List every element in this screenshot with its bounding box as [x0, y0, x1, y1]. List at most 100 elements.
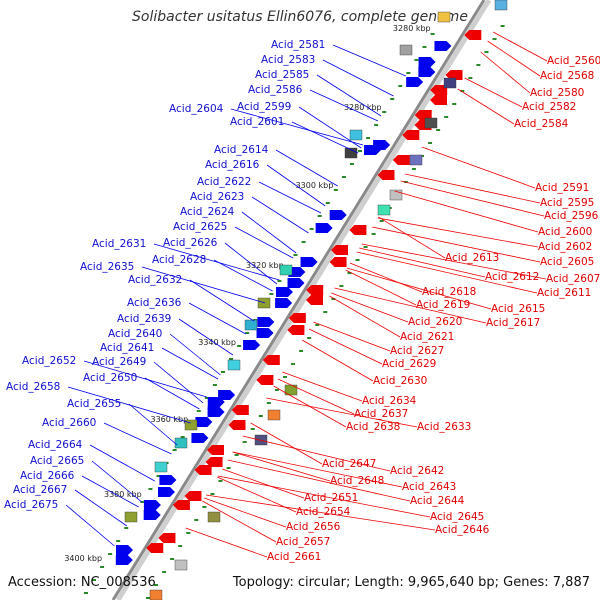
leader-line-left: [309, 89, 379, 122]
leader-line-left: [153, 361, 204, 404]
dotted-tick: [444, 116, 449, 118]
leader-line-right: [282, 371, 363, 402]
gene-label-left: Acid_2649: [92, 356, 146, 368]
dotted-tick: [371, 233, 376, 235]
dotted-tick: [460, 90, 465, 92]
minus-strand-gene-arrow: [306, 285, 324, 295]
leader-line-left: [144, 377, 200, 410]
dotted-tick: [148, 488, 153, 490]
minus-strand-gene-arrow: [288, 313, 306, 323]
leader-line-right: [492, 31, 548, 62]
dotted-tick: [210, 493, 215, 495]
leader-line-left: [291, 121, 359, 154]
plus-strand-gene-arrow: [207, 397, 225, 407]
gene-feature-box: [207, 511, 221, 523]
leader-line-left: [332, 44, 407, 77]
gene-feature-box: [494, 0, 508, 11]
dotted-tick: [374, 124, 379, 126]
gene-label-right: Acid_2613: [445, 252, 499, 264]
minus-strand-gene-arrow: [194, 465, 212, 475]
leader-line-left: [141, 266, 266, 304]
leader-line-right: [359, 247, 486, 278]
gene-label-left: Acid_2675: [4, 499, 58, 511]
leader-line-right: [242, 435, 391, 472]
dotted-tick: [315, 324, 320, 326]
plus-strand-gene-arrow: [116, 545, 133, 555]
minus-strand-gene-arrow: [184, 491, 202, 501]
gene-label-left: Acid_2623: [190, 191, 244, 203]
gene-label-right: Acid_2568: [540, 70, 594, 82]
leader-line-right: [487, 40, 541, 77]
plus-strand-gene-arrow: [418, 57, 436, 67]
plus-strand-gene-arrow: [364, 145, 381, 155]
dotted-tick: [468, 77, 473, 79]
leader-line-left: [224, 242, 278, 285]
gene-label-right: Acid_2642: [390, 465, 444, 477]
leader-line-left: [266, 164, 326, 207]
plus-strand-gene-arrow: [207, 407, 225, 417]
plus-strand-gene-arrow: [288, 267, 306, 277]
dotted-tick: [162, 571, 167, 573]
leader-line-left: [322, 59, 394, 97]
gene-label-right: Acid_2596: [544, 210, 599, 222]
dotted-tick: [245, 332, 250, 334]
leader-line-right: [222, 468, 305, 499]
leader-line-left: [241, 211, 297, 254]
gene-label-right: Acid_2591: [535, 182, 589, 194]
dotted-tick: [204, 397, 209, 399]
gene-label-right: Acid_2620: [408, 316, 462, 328]
plus-strand-gene-arrow: [275, 298, 293, 308]
gene-label-left: Acid_2666: [20, 470, 75, 482]
gene-label-left: Acid_2583: [261, 54, 315, 66]
gene-label-right: Acid_2646: [435, 524, 490, 536]
minus-strand-gene-arrow: [158, 533, 176, 543]
gene-feature-box: [124, 511, 138, 523]
gene-label-right: Acid_2600: [538, 226, 592, 238]
dotted-tick: [140, 501, 145, 503]
dotted-tick: [172, 449, 177, 451]
leader-line-right: [329, 295, 401, 338]
gene-feature-box: [227, 359, 241, 371]
kbp-tick-label: 3380 kbp: [104, 490, 142, 499]
plus-strand-gene-arrow: [159, 475, 177, 485]
gene-label-right: Acid_2621: [400, 331, 454, 343]
dotted-tick: [154, 584, 159, 586]
accession-label: Accession: NC_008536: [8, 575, 156, 590]
leader-line-right: [232, 451, 331, 482]
minus-strand-gene-arrow: [231, 405, 249, 415]
leader-line-right: [227, 459, 411, 502]
plus-strand-gene-arrow: [191, 433, 209, 443]
dotted-tick: [382, 111, 387, 113]
minus-strand-gene-arrow: [205, 457, 223, 467]
gene-label-right: Acid_2638: [346, 421, 400, 433]
gene-label-left: Acid_2616: [205, 159, 260, 171]
dotted-tick: [212, 384, 217, 386]
dotted-tick: [229, 358, 234, 360]
gene-label-right: Acid_2560: [547, 55, 600, 67]
leader-line-left: [83, 360, 207, 398]
dotted-tick: [341, 176, 346, 178]
leader-line-left: [103, 422, 172, 455]
gene-label-left: Acid_2626: [163, 237, 218, 249]
gene-feature-box: [184, 419, 198, 431]
dotted-tick: [250, 428, 255, 430]
gene-feature-box: [409, 154, 423, 166]
dotted-tick: [390, 98, 395, 100]
dotted-tick: [363, 246, 368, 248]
plus-strand-gene-arrow: [143, 510, 161, 520]
leader-line-right: [394, 190, 539, 233]
dotted-tick: [484, 51, 489, 53]
gene-feature-box: [154, 461, 168, 473]
minus-strand-gene-arrow: [287, 325, 305, 335]
gene-label-right: Acid_2633: [417, 421, 471, 433]
gene-label-left: Acid_2585: [255, 69, 309, 81]
gene-label-left: Acid_2667: [13, 484, 67, 496]
minus-strand-gene-arrow: [256, 375, 274, 385]
plus-strand-gene-arrow: [300, 257, 318, 267]
gene-label-left: Acid_2604: [169, 103, 224, 115]
leader-line-left: [230, 108, 364, 146]
leader-line-right: [378, 216, 446, 259]
plus-strand-gene-arrow: [257, 317, 275, 327]
dotted-tick: [358, 150, 362, 152]
gene-label-left: Acid_2639: [117, 313, 171, 325]
